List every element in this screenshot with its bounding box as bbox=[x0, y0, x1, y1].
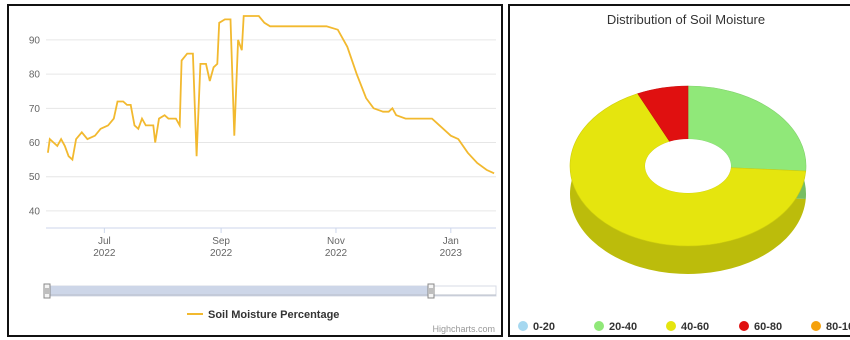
credits-link[interactable]: Highcharts.com bbox=[432, 324, 495, 334]
y-tick-label: 40 bbox=[29, 206, 41, 217]
legend-marker-60-80 bbox=[739, 321, 749, 331]
donut-hole bbox=[645, 139, 731, 193]
legend-label[interactable]: Soil Moisture Percentage bbox=[208, 309, 339, 321]
legend-label-60-80[interactable]: 60-80 bbox=[754, 321, 782, 333]
legend-item-20-40[interactable]: 20-40 bbox=[594, 321, 637, 333]
grid bbox=[46, 39, 496, 229]
y-tick-label: 80 bbox=[29, 70, 41, 81]
pie-title: Distribution of Soil Moisture bbox=[607, 12, 765, 27]
x-tick-label: 2023 bbox=[440, 248, 463, 259]
legend-item-0-20[interactable]: 0-20 bbox=[518, 321, 555, 333]
x-tick-label: Sep bbox=[212, 236, 230, 247]
y-tick-label: 70 bbox=[29, 104, 41, 115]
pie-chart: Distribution of Soil Moisture 0-20 20-40 4… bbox=[518, 12, 850, 333]
x-tick-label: Nov bbox=[327, 236, 345, 247]
navigator-left-handle[interactable] bbox=[43, 283, 51, 299]
legend-label-40-60[interactable]: 40-60 bbox=[681, 321, 709, 333]
line-chart-panel: 40 50 60 70 80 90 Jul 2022 Sep 2022 Nov 2022 Jan 202… bbox=[7, 4, 503, 337]
pie-legend: 0-20 20-40 40-60 60-80 80-100 bbox=[518, 321, 850, 333]
y-tick-label: 90 bbox=[29, 35, 41, 46]
range-navigator[interactable] bbox=[43, 283, 497, 299]
legend-label-20-40[interactable]: 20-40 bbox=[609, 321, 637, 333]
legend-marker-20-40 bbox=[594, 321, 604, 331]
legend-label-80-100[interactable]: 80-100 bbox=[826, 321, 850, 333]
x-tick-label: 2022 bbox=[325, 248, 348, 259]
legend-marker-0-20 bbox=[518, 321, 528, 331]
x-tick-label: 2022 bbox=[210, 248, 233, 259]
y-tick-label: 60 bbox=[29, 138, 41, 149]
x-tick-label: 2022 bbox=[93, 248, 116, 259]
legend-marker-40-60 bbox=[666, 321, 676, 331]
legend-label-0-20[interactable]: 0-20 bbox=[533, 321, 555, 333]
y-tick-label: 50 bbox=[29, 172, 41, 183]
donut bbox=[569, 85, 807, 275]
y-axis-ticks: 40 50 60 70 80 90 bbox=[29, 35, 41, 217]
x-tick-label: Jan bbox=[443, 236, 459, 247]
legend-item-40-60[interactable]: 40-60 bbox=[666, 321, 709, 333]
legend-item-60-80[interactable]: 60-80 bbox=[739, 321, 782, 333]
legend-marker-80-100 bbox=[811, 321, 821, 331]
legend[interactable]: Soil Moisture Percentage bbox=[187, 309, 339, 321]
pie-chart-panel: Distribution of Soil Moisture 0-20 20-40 4… bbox=[508, 4, 850, 337]
soil-moisture-line bbox=[47, 15, 495, 175]
x-tick-label: Jul bbox=[98, 236, 111, 247]
legend-item-80-100[interactable]: 80-100 bbox=[811, 321, 850, 333]
navigator-right-handle[interactable] bbox=[427, 283, 435, 299]
navigator-selection[interactable] bbox=[48, 286, 431, 296]
